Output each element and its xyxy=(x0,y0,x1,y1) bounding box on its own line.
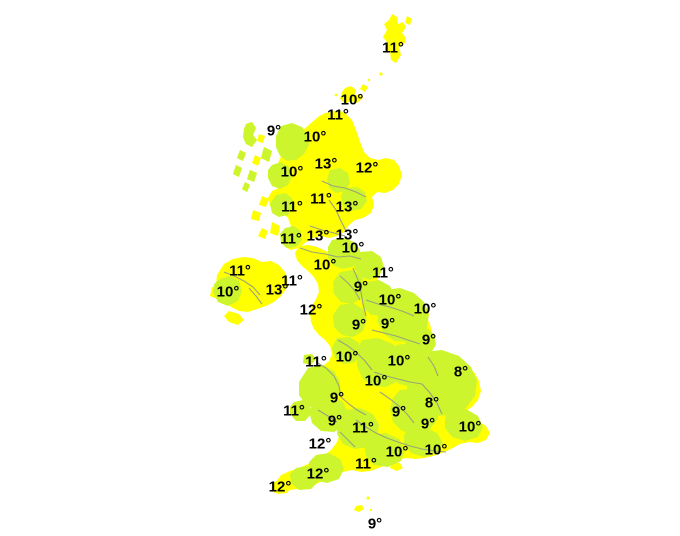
channel-islands-land xyxy=(354,505,364,512)
cool-borders xyxy=(328,238,360,269)
cool-lancashire xyxy=(333,303,367,337)
cool-argyll xyxy=(270,193,293,217)
cool-north-uist xyxy=(237,150,246,161)
border-norfolk-inland xyxy=(427,356,439,377)
border-south-wales-england xyxy=(340,396,367,416)
cool-cornwall-interior xyxy=(290,466,318,490)
border-midlands-east xyxy=(373,371,423,385)
cool-south-uist xyxy=(233,165,242,177)
border-glamorgan xyxy=(317,409,338,423)
border-somerset xyxy=(339,431,356,448)
border-cheshire-derbyshire xyxy=(337,339,373,371)
channel-islet xyxy=(366,496,370,500)
border-cumbria xyxy=(339,275,361,301)
border-yorkshire-north xyxy=(365,299,415,317)
border-east-anglia-inland xyxy=(421,383,443,415)
cool-hampshire xyxy=(364,433,405,467)
border-south-coast-inland xyxy=(397,441,447,453)
skye-north xyxy=(257,134,265,143)
shetland-land xyxy=(383,14,406,63)
border-ni-internal xyxy=(223,271,261,296)
cool-lewis xyxy=(243,122,257,147)
orkney-land xyxy=(340,86,363,104)
cornwall-tip xyxy=(271,480,292,494)
cool-northumberland xyxy=(354,251,384,280)
cool-skye xyxy=(261,147,272,162)
border-central-belt xyxy=(309,225,346,237)
cool-essex-kent xyxy=(445,409,483,441)
cool-barra xyxy=(242,182,250,192)
border-tayside xyxy=(328,199,347,232)
cool-sutherland xyxy=(276,123,309,161)
cool-ayrshire xyxy=(280,226,302,248)
scotland-west-peninsula xyxy=(259,196,269,207)
channel-islet-2 xyxy=(369,508,373,512)
border-pennine-spine xyxy=(352,267,367,317)
scotland-kintyre-islet xyxy=(251,210,261,221)
cool-sussex xyxy=(404,427,443,457)
orkney-islet-2 xyxy=(367,78,371,82)
orkney-north xyxy=(360,84,368,92)
region-borders xyxy=(223,180,447,453)
cool-pembrokeshire xyxy=(290,400,311,421)
border-yorkshire-south xyxy=(371,329,421,345)
cool-wester-ross xyxy=(268,162,292,189)
cool-anglesey xyxy=(303,354,316,365)
border-ni-internal-2 xyxy=(248,287,263,305)
orkney-islet xyxy=(334,93,338,97)
cool-devon-interior xyxy=(309,453,344,483)
kintyre xyxy=(270,222,280,236)
temperature-band-cool xyxy=(213,122,483,490)
border-thames-valley xyxy=(379,391,415,424)
cool-ni-west xyxy=(213,276,242,306)
cool-cairngorms xyxy=(327,168,350,193)
fair-isle xyxy=(379,72,383,76)
ireland-south-frag xyxy=(224,311,244,325)
shetland-yell xyxy=(405,16,412,25)
border-wessex xyxy=(355,419,399,443)
hebrides-islet xyxy=(252,155,261,166)
islay xyxy=(258,228,268,239)
cool-angus-hills xyxy=(341,187,367,211)
border-scotland-england xyxy=(299,247,362,260)
border-highland-line xyxy=(321,180,367,198)
cool-cheshire xyxy=(332,337,361,364)
cool-mull xyxy=(247,170,257,182)
border-wales-england xyxy=(315,361,342,398)
cool-home-counties xyxy=(390,388,438,434)
